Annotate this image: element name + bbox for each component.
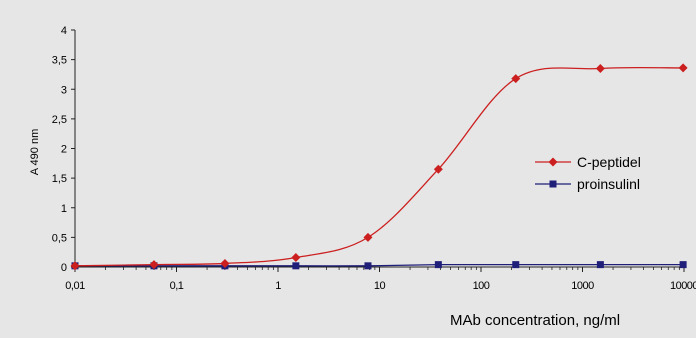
data-point: [433, 164, 443, 174]
y-tick-label: 0,5: [52, 232, 67, 244]
y-tick-label: 1: [61, 203, 67, 215]
x-axis-label: MAb concentration, ng/ml: [450, 312, 620, 329]
legend-marker: [549, 180, 557, 188]
y-tick-label: 2: [61, 144, 67, 156]
x-tick-label: 10000: [670, 280, 696, 292]
y-tick-label: 4: [61, 25, 67, 37]
data-point: [149, 260, 159, 270]
data-point: [434, 261, 442, 269]
legend-label: C-peptidel: [577, 154, 641, 170]
data-point: [678, 63, 688, 73]
x-tick-label: 0,01: [65, 280, 85, 292]
y-axis-label: A 490 nm: [29, 129, 41, 175]
legend-marker: [548, 157, 558, 167]
data-point: [364, 262, 372, 270]
data-point: [596, 261, 604, 269]
x-tick-label: 1000: [571, 280, 594, 292]
data-point: [70, 261, 80, 271]
data-point: [291, 253, 301, 263]
x-tick-label: 100: [473, 280, 490, 292]
series-line: [74, 66, 684, 267]
data-point: [595, 64, 605, 74]
x-tick-label: 1: [275, 280, 281, 292]
data-point: [679, 261, 687, 269]
data-point: [220, 258, 230, 268]
series-layer: [70, 63, 688, 271]
y-tick-label: 0: [61, 262, 67, 274]
data-point: [512, 261, 520, 269]
y-tick-label: 1,5: [52, 173, 67, 185]
y-tick-label: 3: [61, 84, 67, 96]
data-point: [511, 74, 521, 84]
x-tick-label: 10: [374, 280, 386, 292]
data-point: [363, 232, 373, 242]
y-tick-label: 2,5: [52, 114, 67, 126]
y-tick-label: 3,5: [52, 55, 67, 67]
series-0: [70, 63, 688, 271]
x-tick-label: 0,1: [170, 280, 184, 292]
legend-label: proinsulinl: [577, 176, 640, 192]
data-point: [292, 262, 300, 270]
legend: C-peptidel proinsulinl: [535, 154, 641, 192]
